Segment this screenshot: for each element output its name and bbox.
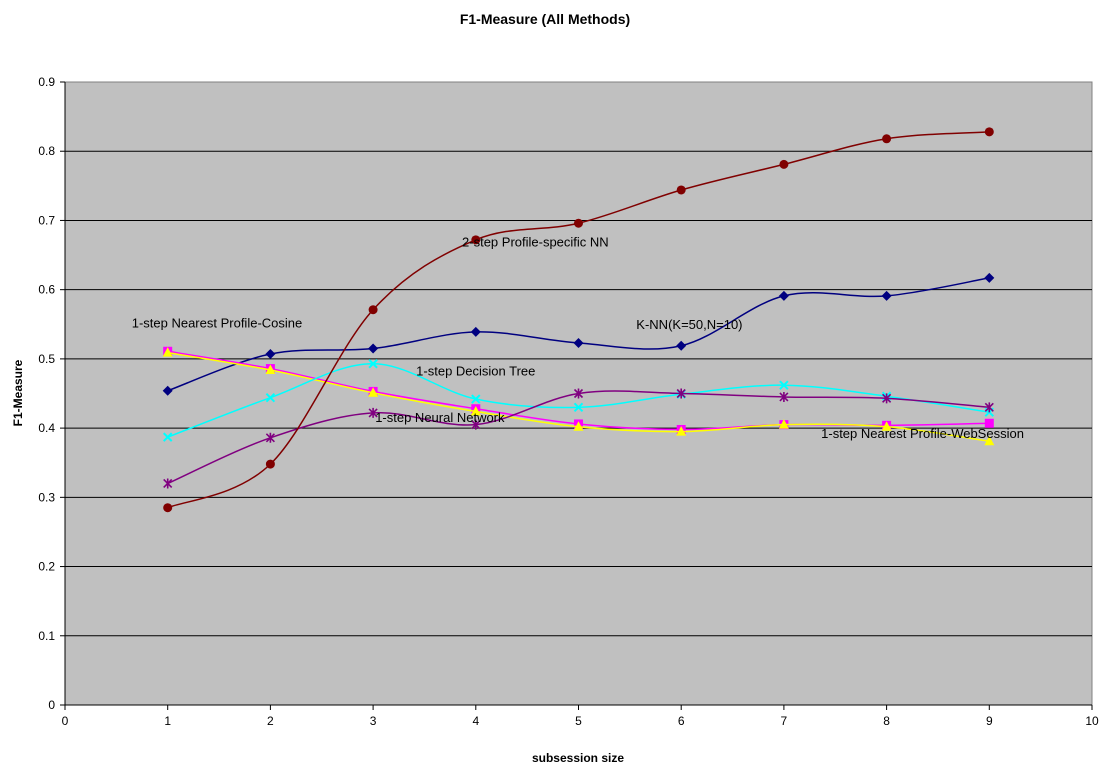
series-5-point-2 (368, 305, 378, 315)
series-5 (163, 127, 994, 513)
series-0-point-3 (470, 326, 481, 337)
series-3-point-6 (779, 380, 789, 390)
series-5-point-5 (676, 185, 686, 195)
series-2-point-5 (676, 426, 687, 436)
series-5-line (167, 131, 990, 509)
series-5-point-3 (471, 235, 481, 245)
series-2 (162, 347, 995, 446)
annotation-0: 2-step Profile-specific NN (462, 235, 609, 250)
annotations: 2-step Profile-specific NN 1-step Nearest… (132, 235, 1024, 441)
series-5-point-4 (574, 218, 583, 228)
series-0-point-5 (676, 340, 687, 351)
series-0-point-0 (162, 385, 173, 396)
y-tick-label-2: 0.2 (38, 560, 55, 574)
y-tick-label-9: 0.9 (38, 75, 55, 89)
chart-title: F1-Measure (All Methods) (460, 11, 630, 27)
series-2-point-4 (573, 421, 584, 431)
series-0-point-6 (778, 290, 789, 301)
series-0-point-1 (265, 349, 276, 360)
x-tick-label-8: 8 (883, 714, 890, 728)
series-3-point-3 (471, 394, 481, 404)
series-2-point-8 (984, 435, 995, 446)
series-4-point-5 (676, 388, 686, 399)
y-tick-label-1: 0.1 (38, 629, 55, 643)
gridlines (65, 150, 1092, 637)
x-tick-label-4: 4 (472, 714, 479, 728)
annotation-1: 1-step Nearest Profile-Cosine (132, 316, 303, 331)
y-axis-ticks: 0 0.1 0.2 0.3 0.4 0.5 0.6 0.7 0.8 0.9 (38, 75, 65, 712)
series-3-point-1 (265, 392, 276, 403)
series-5-point-8 (984, 127, 994, 137)
y-tick-label-3: 0.3 (38, 490, 55, 504)
series-0-point-8 (984, 272, 995, 283)
y-tick-label-8: 0.8 (38, 144, 55, 158)
series-2-point-3 (470, 405, 481, 416)
series-0-point-4 (573, 337, 584, 348)
series-5-point-7 (882, 134, 892, 144)
series-4 (163, 388, 994, 489)
x-tick-label-9: 9 (986, 714, 993, 728)
series-2-point-1 (265, 364, 276, 374)
series-group (162, 127, 995, 513)
series-4-point-0 (163, 478, 173, 489)
y-tick-label-7: 0.7 (38, 213, 55, 227)
y-axis-label: F1-Measure (11, 359, 25, 426)
series-1-point-8 (984, 418, 994, 428)
y-tick-label-4: 0.4 (38, 421, 55, 435)
y-tick-label-6: 0.6 (38, 283, 55, 297)
series-4-point-2 (368, 407, 378, 418)
x-tick-label-7: 7 (781, 714, 788, 728)
x-tick-label-6: 6 (678, 714, 685, 728)
y-tick-label-0: 0 (48, 698, 55, 712)
y-tick-label-5: 0.5 (38, 352, 55, 366)
series-4-point-3 (471, 419, 481, 430)
series-2-point-7 (881, 421, 892, 431)
x-axis-ticks: 0 1 2 3 4 5 6 7 8 9 10 (62, 705, 1099, 728)
series-4-point-8 (984, 402, 994, 413)
series-2-point-6 (778, 419, 789, 429)
series-0-point-7 (881, 290, 892, 301)
series-3-point-0 (162, 432, 173, 442)
series-5-point-1 (265, 459, 275, 469)
x-tick-label-2: 2 (267, 714, 274, 728)
series-5-point-6 (779, 159, 789, 169)
series-3-point-4 (573, 402, 584, 413)
x-tick-label-1: 1 (164, 714, 171, 728)
annotation-3: 1-step Decision Tree (416, 364, 535, 379)
series-4-point-7 (882, 393, 892, 404)
annotation-2: K-NN(K=50,N=10) (636, 317, 742, 332)
series-0-point-2 (368, 343, 379, 354)
series-3-point-2 (368, 359, 378, 369)
x-axis-label: subsession size (532, 751, 624, 765)
x-tick-label-5: 5 (575, 714, 582, 728)
series-2-point-2 (368, 387, 379, 397)
series-4-point-1 (265, 432, 275, 443)
series-4-point-6 (779, 391, 789, 402)
series-2-point-0 (162, 347, 173, 357)
x-tick-label-0: 0 (62, 714, 69, 728)
annotation-5: 1-step Nearest Profile-WebSession (821, 426, 1024, 441)
annotation-4: 1-step Neural Network (375, 410, 505, 425)
series-5-point-0 (163, 503, 173, 513)
x-tick-label-10: 10 (1085, 714, 1099, 728)
series-4-point-4 (573, 388, 584, 399)
series-0 (162, 272, 995, 396)
x-tick-label-3: 3 (370, 714, 377, 728)
